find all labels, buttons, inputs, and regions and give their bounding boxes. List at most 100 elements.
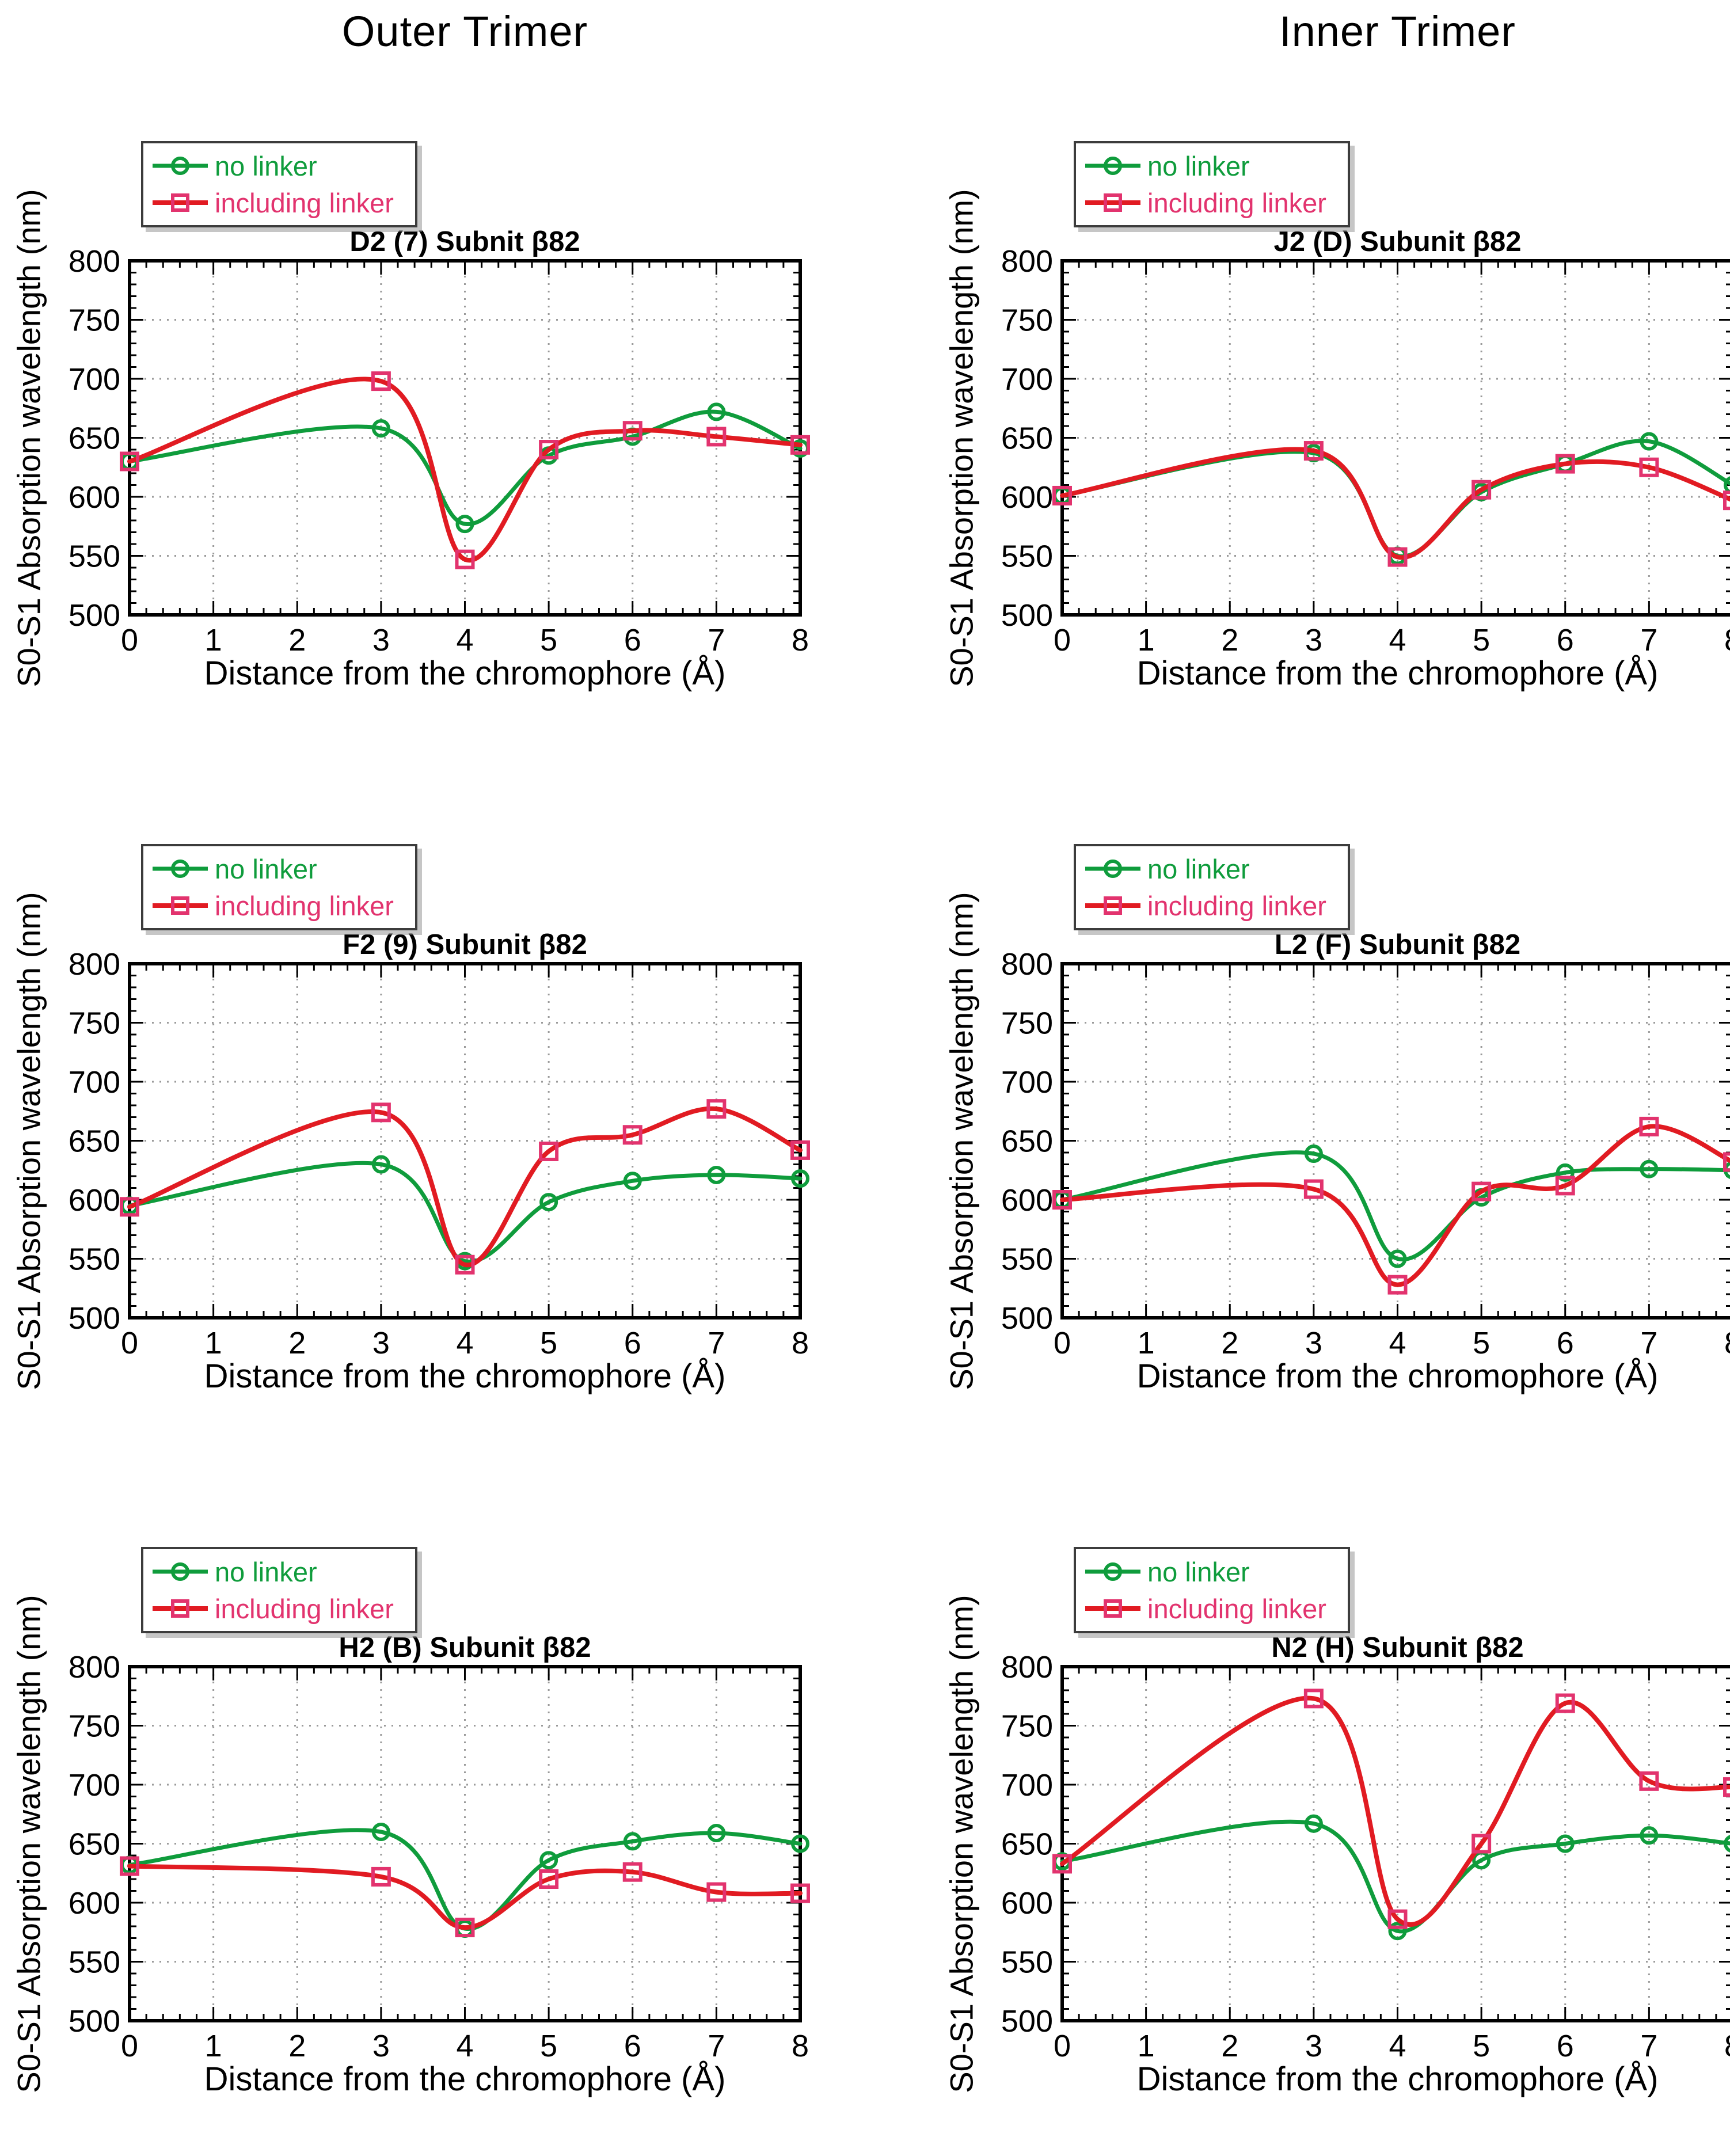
y-tick-label: 700: [1001, 1768, 1053, 1803]
y-tick-label: 500: [1001, 598, 1053, 633]
legend-label: including linker: [215, 890, 394, 921]
including-linker-data-point-marker: [622, 421, 642, 441]
x-tick-label: 3: [1305, 2029, 1322, 2063]
no-linker-data-point-marker: [1640, 432, 1659, 451]
x-tick-label: 3: [1305, 623, 1322, 657]
no-linker-data-point-marker: [707, 1824, 726, 1843]
x-axis-label: Distance from the chromophore (Å): [204, 655, 726, 692]
no-linker-circle-icon: [171, 860, 189, 878]
x-tick-label: 5: [1473, 1326, 1490, 1360]
including-linker-data-point-marker: [1472, 1181, 1492, 1201]
no-linker-data-point-marker: [1556, 1163, 1575, 1182]
y-tick-label: 500: [69, 2004, 120, 2039]
including-linker-data-point-marker: [1387, 1275, 1408, 1295]
y-tick-label: 600: [69, 1183, 120, 1218]
no-linker-circle-icon: [171, 157, 189, 175]
including-linker-data-point-marker: [455, 1254, 475, 1275]
x-tick-label: 4: [1389, 623, 1406, 657]
chart-panel: S0-S1 Absorption wavelength (nm) no link…: [938, 830, 1730, 1417]
y-tick-label: 750: [69, 1709, 120, 1744]
no-linker-data-point-marker: [1388, 1249, 1407, 1268]
x-tick-label: 6: [624, 2029, 641, 2063]
chart-title: F2 (9) Subunit β82: [343, 929, 587, 960]
no-linker-data-point-marker: [1304, 1814, 1323, 1833]
line-chart: 500 550 600 650 700 750 800 0 1 2 3 4 5 6 7 8: [1001, 1650, 1730, 2063]
y-tick-label: 550: [69, 539, 120, 574]
y-tick-label: 550: [69, 1242, 120, 1277]
including-linker-square-icon: [1104, 193, 1122, 212]
including-linker-marker-icon: [1085, 896, 1140, 915]
x-tick-label: 7: [708, 623, 725, 657]
y-tick-label: 700: [1001, 1065, 1053, 1100]
x-tick-label: 4: [456, 1326, 473, 1360]
legend-item-including-linker: including linker: [151, 185, 407, 220]
y-tick-label: 500: [69, 598, 120, 633]
including-linker-data-point-marker: [1052, 1190, 1072, 1210]
y-tick-label: 500: [69, 1301, 120, 1336]
including-linker-marker-icon: [153, 896, 208, 915]
x-tick-label: 7: [1640, 623, 1657, 657]
x-axis-label: Distance from the chromophore (Å): [204, 1358, 726, 1395]
line-chart: 500 550 600 650 700 750 800 0 1 2 3 4 5 6 7 8: [69, 947, 810, 1360]
y-tick-label: 700: [69, 1768, 120, 1803]
including-linker-data-point-marker: [539, 1141, 559, 1161]
line-chart: 500 550 600 650 700 750 800 0 1 2 3 4 5 6 7 8: [69, 1650, 810, 2063]
x-tick-label: 2: [1221, 1326, 1238, 1360]
no-linker-marker-icon: [1085, 1562, 1140, 1581]
legend-label: including linker: [1147, 890, 1326, 921]
y-tick-label: 500: [1001, 2004, 1053, 2039]
y-tick-label: 800: [1001, 244, 1053, 279]
chart-panel: S0-S1 Absorption wavelength (nm) no link…: [938, 1533, 1730, 2120]
y-tick-label: 650: [1001, 421, 1053, 456]
x-tick-label: 4: [456, 2029, 473, 2063]
including-linker-series-line: [127, 1106, 803, 1267]
y-tick-label: 650: [1001, 1124, 1053, 1159]
including-linker-data-point-marker: [1723, 490, 1730, 511]
x-tick-label: 0: [1054, 623, 1071, 657]
y-tick-label: 550: [1001, 539, 1053, 574]
including-linker-square-icon: [1104, 896, 1122, 915]
x-axis-label: Distance from the chromophore (Å): [1136, 2060, 1659, 2098]
legend-item-no-linker: no linker: [1084, 149, 1340, 183]
legend-label: no linker: [215, 150, 317, 181]
y-tick-label: 700: [69, 362, 120, 397]
legend-label: no linker: [1147, 150, 1250, 181]
no-linker-data-point-marker: [539, 1851, 558, 1870]
column-header-outer-trimer: Outer Trimer: [341, 7, 588, 55]
including-linker-data-point-marker: [1723, 1152, 1730, 1172]
no-linker-circle-icon: [171, 1562, 189, 1581]
x-tick-label: 1: [205, 623, 222, 657]
x-tick-label: 2: [288, 1326, 306, 1360]
legend-box: no linker including linker: [1074, 1547, 1350, 1633]
chart-title: N2 (H) Subunit β82: [1271, 1632, 1524, 1663]
no-linker-marker-icon: [1085, 157, 1140, 175]
y-tick-label: 800: [1001, 1650, 1053, 1685]
no-linker-marker-icon: [1085, 860, 1140, 878]
chart-panel: S0-S1 Absorption wavelength (nm) no link…: [6, 1533, 823, 2120]
x-tick-label: 8: [792, 2029, 809, 2063]
legend-item-including-linker: including linker: [1084, 1591, 1340, 1626]
y-tick-label: 800: [1001, 947, 1053, 982]
x-tick-label: 2: [1221, 2029, 1238, 2063]
x-tick-label: 0: [121, 1326, 138, 1360]
x-tick-label: 7: [708, 1326, 725, 1360]
no-linker-data-point-marker: [371, 1155, 390, 1174]
including-linker-data-point-marker: [1639, 1116, 1659, 1136]
legend-item-including-linker: including linker: [151, 888, 407, 923]
no-linker-data-point-marker: [1724, 1835, 1730, 1853]
no-linker-data-point-marker: [707, 402, 726, 421]
no-linker-circle-icon: [1104, 157, 1122, 175]
no-linker-data-point-marker: [623, 1832, 642, 1851]
legend-label: no linker: [215, 1556, 317, 1587]
x-tick-label: 5: [1473, 2029, 1490, 2063]
y-tick-label: 550: [1001, 1242, 1053, 1277]
no-linker-data-point-marker: [539, 1193, 558, 1212]
x-tick-label: 7: [708, 2029, 725, 2063]
y-tick-label: 800: [69, 947, 120, 982]
including-linker-data-point-marker: [1387, 547, 1408, 567]
no-linker-circle-icon: [1104, 1562, 1122, 1581]
including-linker-data-point-marker: [1555, 1693, 1575, 1713]
x-tick-label: 8: [1724, 1326, 1730, 1360]
no-linker-series-line: [127, 1828, 803, 1931]
including-linker-data-point-marker: [371, 371, 391, 391]
